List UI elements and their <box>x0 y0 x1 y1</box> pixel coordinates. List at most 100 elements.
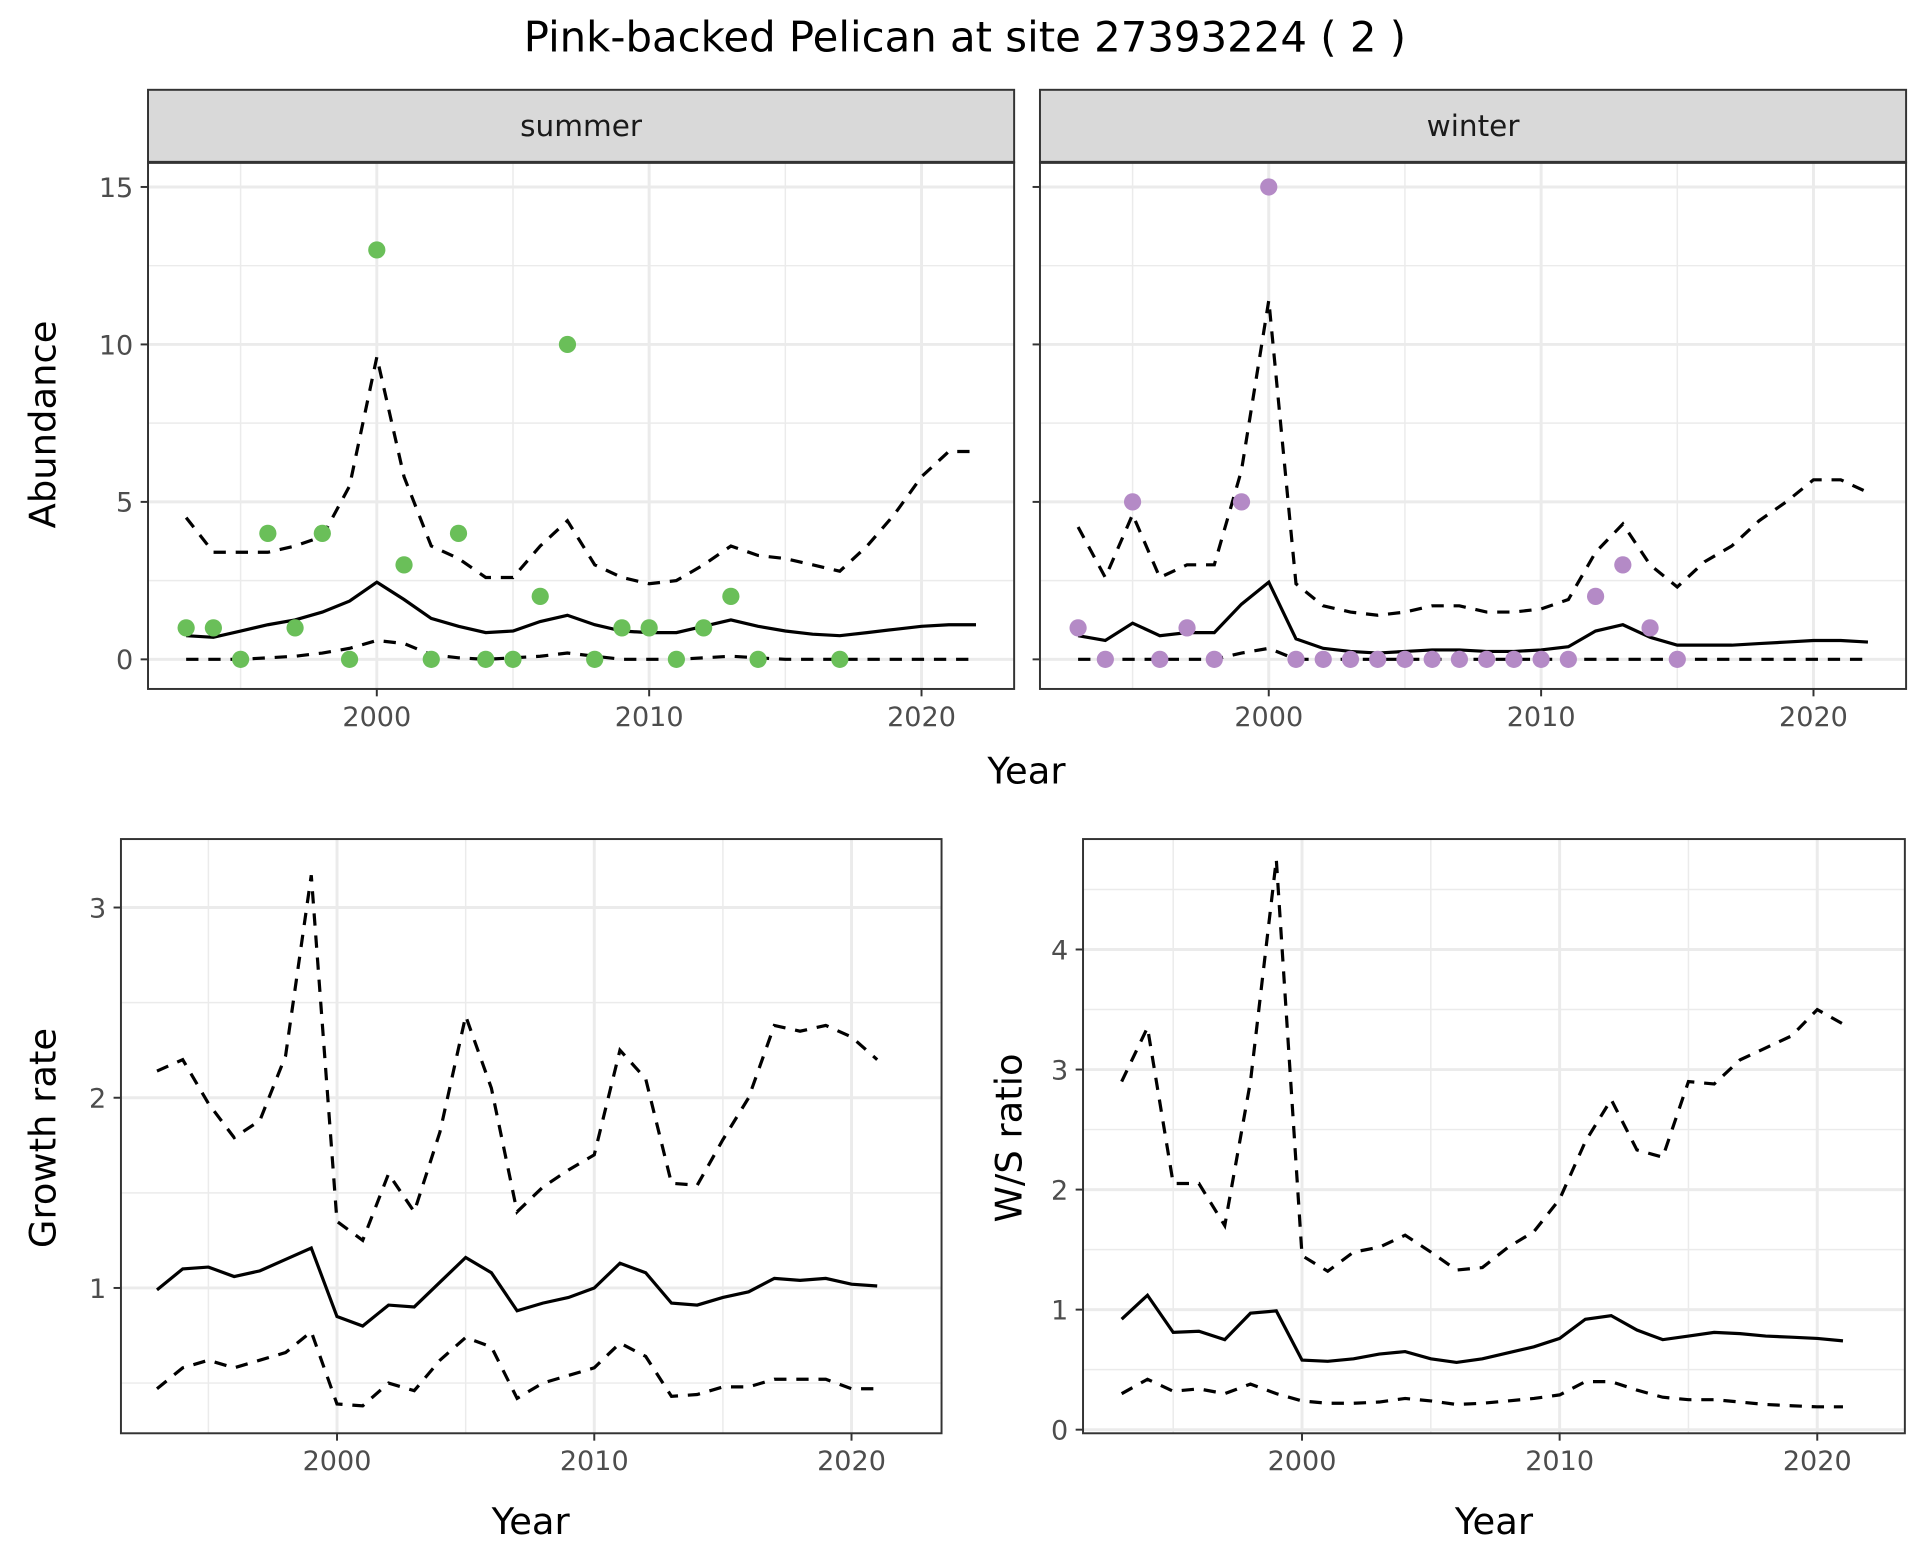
ratio-y-label: W/S ratio <box>988 1053 1031 1222</box>
y-tick-label: 4 <box>1051 935 1068 966</box>
data-point <box>1341 650 1360 668</box>
data-point <box>504 650 522 668</box>
mean-line <box>1120 1292 1844 1365</box>
mean-line <box>155 1245 878 1328</box>
data-point <box>340 650 359 668</box>
y-tick-label: 3 <box>1051 1055 1068 1086</box>
data-point <box>1069 619 1087 637</box>
y-tick-label: 0 <box>1051 1416 1068 1447</box>
x-tick-label: 2010 <box>615 702 684 733</box>
upper-bound-line <box>184 356 976 586</box>
data-point <box>259 524 277 542</box>
x-tick-label: 2010 <box>1525 1446 1594 1477</box>
abundance-x-label: Year <box>986 750 1066 793</box>
figure-title: Pink-backed Pelican at site 27393224 ( 2… <box>524 13 1406 62</box>
data-point <box>1205 650 1223 668</box>
y-tick-label: 2 <box>1051 1175 1068 1206</box>
x-tick-label: 2000 <box>1268 1446 1337 1477</box>
mean-line <box>1077 579 1869 655</box>
x-tick-label: 2000 <box>342 702 411 733</box>
data-point <box>749 650 767 668</box>
y-tick-label: 5 <box>116 488 133 519</box>
data-point <box>204 619 222 637</box>
data-point <box>640 619 658 637</box>
x-tick-label: 2020 <box>817 1446 886 1477</box>
plot-background <box>1083 839 1905 1434</box>
data-point <box>177 619 195 637</box>
data-point <box>1369 650 1387 668</box>
data-point <box>1614 556 1632 574</box>
data-point <box>586 650 604 668</box>
panel-summer: summer 2000 2010 2020 0 5 10 15 <box>99 88 1016 733</box>
data-point <box>477 650 495 668</box>
y-tick-label: 2 <box>89 1084 106 1115</box>
panel-chart-3: 2000 2010 2020 0 1 2 3 4 <box>1051 838 1906 1477</box>
y-tick-label: 0 <box>116 645 133 676</box>
data-point <box>449 524 468 542</box>
data-point <box>1641 619 1659 637</box>
upper-bound-line <box>156 874 879 1243</box>
data-point <box>1287 650 1305 668</box>
plot-background <box>1039 162 1907 689</box>
data-point <box>613 619 631 637</box>
data-point <box>1123 493 1142 511</box>
data-point <box>422 650 440 668</box>
x-tick-label: 2020 <box>1783 1446 1852 1477</box>
mean-line <box>186 580 976 639</box>
x-tick-label: 2020 <box>1779 702 1848 733</box>
lower-bound-line <box>186 638 976 661</box>
data-point <box>1559 650 1577 668</box>
y-tick-label: 1 <box>1051 1295 1068 1326</box>
data-point <box>531 587 549 605</box>
x-tick-label: 2000 <box>1234 702 1303 733</box>
y-tick-label: 1 <box>89 1274 106 1305</box>
facet-label: summer <box>520 109 643 143</box>
data-point <box>1586 587 1605 605</box>
data-point <box>1396 650 1414 668</box>
data-point <box>667 650 686 668</box>
data-point <box>232 650 250 668</box>
data-point <box>368 241 386 259</box>
data-point <box>1178 619 1196 637</box>
data-point <box>1668 650 1686 668</box>
x-tick-label: 2010 <box>1507 702 1576 733</box>
data-point <box>1532 650 1550 668</box>
plot-background <box>120 839 942 1434</box>
data-point <box>1096 650 1114 668</box>
data-point <box>286 619 304 637</box>
data-point <box>831 650 849 668</box>
upper-bound-line <box>1120 859 1844 1274</box>
abundance-y-label: Abundance <box>22 321 65 529</box>
panel-border <box>119 838 943 1435</box>
plot-background <box>148 162 1015 689</box>
y-tick-label: 10 <box>99 330 133 361</box>
data-point <box>313 524 331 542</box>
upper-bound-line <box>1076 300 1869 617</box>
x-tick-label: 2000 <box>303 1446 372 1477</box>
data-point <box>695 619 713 637</box>
panel-chart-2: 2000 2010 2020 1 2 3 <box>89 838 943 1477</box>
data-point <box>1314 650 1332 668</box>
data-point <box>1232 493 1251 511</box>
facet-strip <box>1038 88 1908 164</box>
x-tick-label: 2010 <box>560 1446 629 1477</box>
lower-bound-line <box>155 1328 878 1408</box>
y-tick-label: 15 <box>99 173 133 204</box>
data-point <box>1423 650 1441 668</box>
growth-x-label: Year <box>491 1500 571 1543</box>
x-tick-label: 2020 <box>887 702 956 733</box>
data-point <box>1260 178 1278 196</box>
panel-border <box>1082 838 1906 1435</box>
ratio-x-label: Year <box>1454 1500 1534 1543</box>
data-point <box>1505 650 1523 668</box>
y-tick-label: 3 <box>89 893 106 924</box>
data-point <box>1478 650 1496 668</box>
data-point <box>558 335 577 354</box>
panel-winter: winter 2000 2010 2020 <box>1032 88 1908 733</box>
data-point <box>1450 650 1469 668</box>
data-point <box>722 587 740 605</box>
data-point <box>395 556 413 574</box>
facet-label: winter <box>1427 109 1521 143</box>
growth-y-label: Growth rate <box>22 1028 65 1248</box>
